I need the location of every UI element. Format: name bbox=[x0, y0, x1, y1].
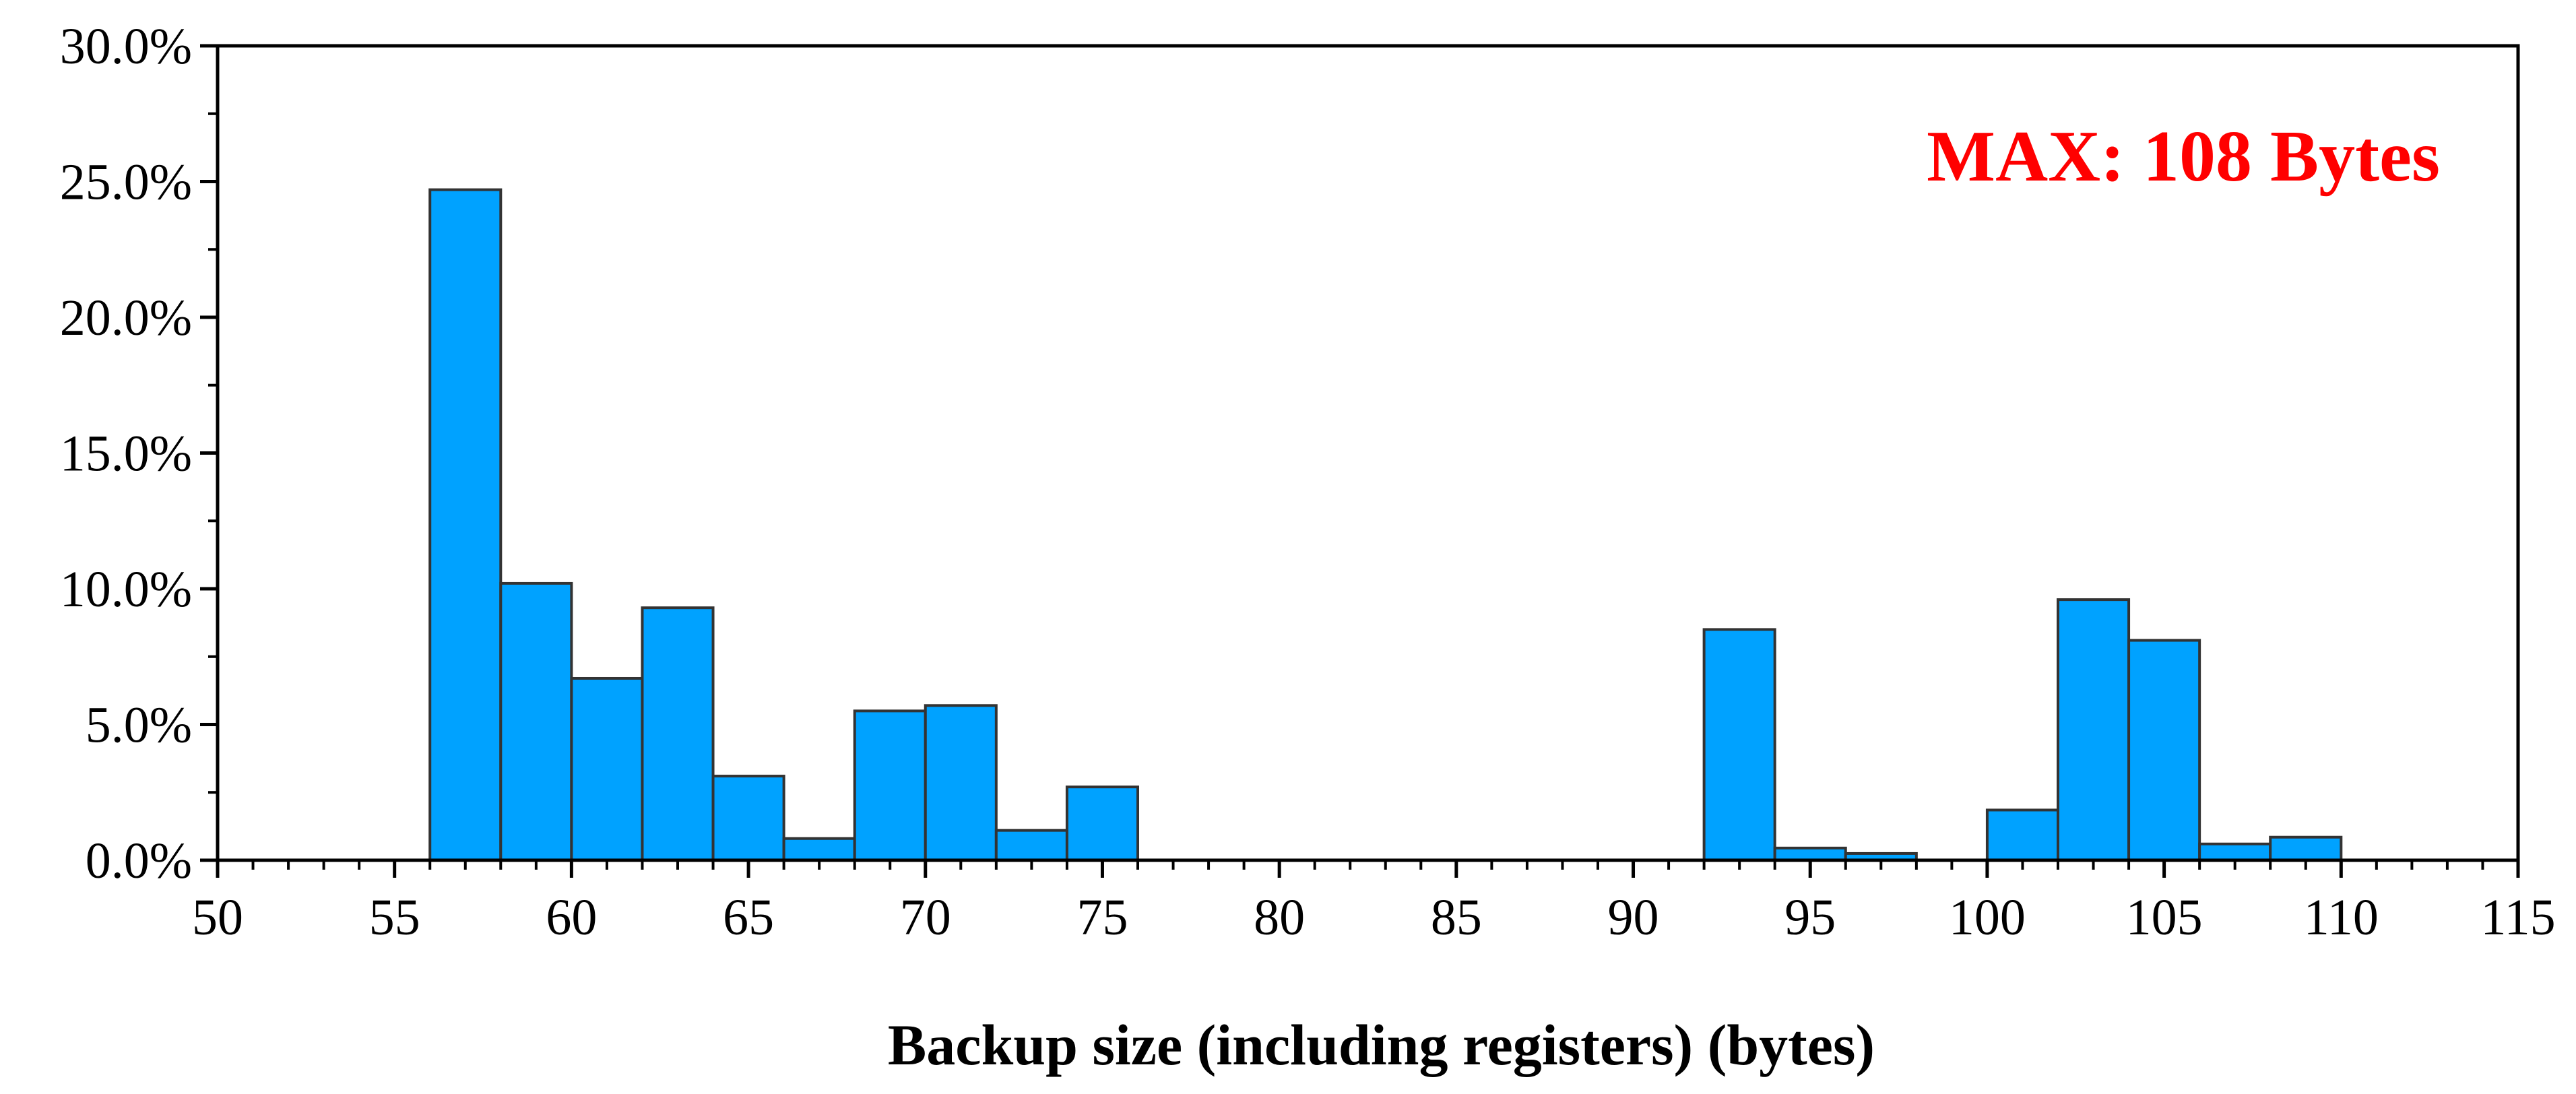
histogram-bar-70-72 bbox=[924, 704, 998, 862]
x-tick-label: 105 bbox=[2126, 889, 2203, 946]
histogram-bar-62-64 bbox=[641, 606, 715, 862]
x-tick-label: 60 bbox=[546, 889, 597, 946]
histogram-bar-56-58 bbox=[428, 188, 503, 862]
x-tick-label: 90 bbox=[1608, 889, 1659, 946]
plot-frame bbox=[216, 44, 2520, 862]
x-axis-ticks: 50 55 60 65 70 75 80 85 90 95 100 105 110 115 bbox=[192, 860, 2556, 946]
histogram-bar-106-108 bbox=[2198, 842, 2272, 862]
bars-group bbox=[428, 188, 2343, 862]
x-tick-label: 115 bbox=[2480, 889, 2555, 946]
histogram-bar-108-110 bbox=[2269, 835, 2343, 862]
histogram-bar-104-106 bbox=[2127, 639, 2201, 862]
y-axis-ticks: 0.0% 5.0% 10.0% 15.0% 20.0% 25.0% 30.0% bbox=[60, 18, 218, 889]
y-tick-label: 30.0% bbox=[60, 18, 192, 75]
y-tick-label: 25.0% bbox=[60, 154, 192, 211]
histogram-bar-92-94 bbox=[1702, 628, 1776, 862]
max-annotation: MAX: 108 Bytes bbox=[1927, 117, 2440, 197]
x-axis-title: Backup size (including registers) (bytes… bbox=[888, 1012, 1875, 1077]
x-tick-label: 55 bbox=[369, 889, 420, 946]
histogram-bar-66-68 bbox=[782, 837, 856, 862]
histogram-bar-72-74 bbox=[994, 829, 1068, 862]
x-tick-label: 110 bbox=[2304, 889, 2379, 946]
histogram-bar-102-104 bbox=[2057, 598, 2131, 862]
x-tick-label: 80 bbox=[1254, 889, 1305, 946]
x-tick-label: 95 bbox=[1784, 889, 1836, 946]
histogram-bar-60-62 bbox=[570, 676, 644, 862]
x-tick-label: 65 bbox=[723, 889, 774, 946]
x-tick-label: 100 bbox=[1949, 889, 2026, 946]
histogram-bar-100-102 bbox=[1985, 808, 2060, 862]
histogram-bar-68-70 bbox=[853, 709, 927, 862]
histogram-bar-74-76 bbox=[1065, 785, 1140, 862]
y-tick-label: 5.0% bbox=[86, 697, 192, 754]
x-tick-label: 50 bbox=[192, 889, 243, 946]
x-tick-label: 85 bbox=[1431, 889, 1482, 946]
y-tick-label: 0.0% bbox=[86, 833, 192, 889]
y-tick-label: 20.0% bbox=[60, 290, 192, 346]
y-tick-label: 15.0% bbox=[60, 426, 192, 482]
histogram-bar-58-60 bbox=[499, 581, 573, 862]
histogram-bar-94-96 bbox=[1773, 846, 1847, 862]
x-tick-label: 75 bbox=[1076, 889, 1128, 946]
histogram-bar-64-66 bbox=[711, 775, 785, 862]
x-tick-label: 70 bbox=[900, 889, 951, 946]
y-tick-label: 10.0% bbox=[60, 561, 192, 618]
